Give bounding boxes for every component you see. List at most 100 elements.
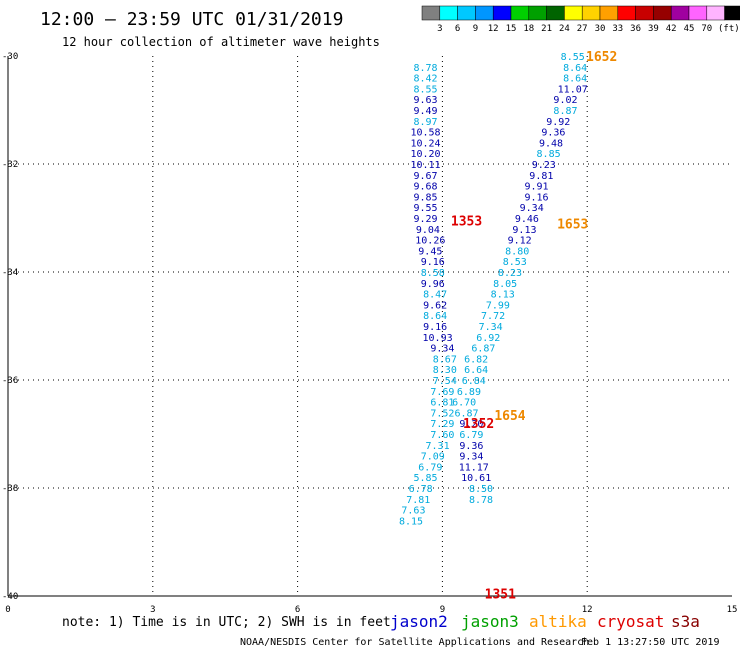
wave-height-value: 8.64 (563, 74, 587, 85)
wave-height-value: 9.46 (515, 214, 539, 225)
scale-swatch (439, 5, 458, 21)
axis-ticks: 0 3 6 9 12 15 -30 -32 -34 -36 -38 -40 (2, 52, 737, 615)
wave-height-value: 9.36 (541, 128, 565, 139)
wave-height-value: 11.07 (558, 84, 588, 95)
wave-height-value: 7.69 (430, 387, 454, 398)
wave-height-value: 7.63 (401, 506, 425, 517)
wave-height-value: 6.79 (459, 430, 483, 441)
scale-swatch (653, 5, 672, 21)
wave-height-value: 10.26 (415, 236, 445, 247)
scale-swatch (617, 5, 636, 21)
wave-height-value: 10.93 (423, 333, 453, 344)
pass-time-label: 1652 (586, 50, 617, 65)
wave-height-value: 6.82 (464, 354, 488, 365)
color-scale: 3 6 9 12 15 18 21 24 27 30 33 36 39 42 45 70 (421, 5, 740, 34)
y-tick-label: -30 (2, 52, 18, 62)
wave-height-value: 8.97 (413, 117, 437, 128)
x-tick-label: 0 (5, 605, 10, 615)
wave-height-value: 9.23 (532, 160, 556, 171)
chart-title: 12:00 – 23:59 UTC 01/31/2019 (40, 9, 343, 30)
scale-swatch (457, 5, 476, 21)
scale-label: 30 (595, 24, 606, 34)
scale-swatch (492, 5, 512, 21)
wave-height-value: 6.70 (452, 398, 476, 409)
wave-height-value: 9.16 (524, 192, 548, 203)
wave-height-value: 6.92 (476, 333, 500, 344)
wave-height-value: 9.81 (529, 171, 553, 182)
wave-height-value: 8.23 (498, 268, 522, 279)
scale-swatch (724, 5, 740, 21)
wave-height-value: 9.85 (413, 192, 437, 203)
wave-height-value: 9.55 (413, 203, 437, 214)
wave-height-value: 10.58 (410, 128, 440, 139)
scale-label: 21 (541, 24, 552, 34)
x-tick-label: 3 (150, 605, 155, 615)
satellite-legend: jason2 jason3 altika cryosat s3a (390, 612, 700, 631)
scale-label: 3 (437, 24, 442, 34)
wave-height-value: 8.42 (413, 74, 437, 85)
chart-subtitle: 12 hour collection of altimeter wave hei… (62, 35, 380, 49)
wave-height-value: 7.52 (430, 408, 454, 419)
scale-label: 12 (488, 24, 499, 34)
wave-height-value: 8.58 (421, 268, 445, 279)
wave-height-value: 8.64 (423, 311, 447, 322)
wave-height-labels: 8.788.428.559.639.498.9710.5810.2410.201… (399, 52, 588, 527)
wave-height-value: 9.36 (459, 441, 483, 452)
y-tick-label: -32 (2, 160, 18, 170)
wave-height-value: 5.85 (413, 473, 437, 484)
pass-time-label: 1654 (494, 409, 525, 424)
scale-swatch (635, 5, 654, 21)
scale-swatch (510, 5, 530, 21)
wave-height-value: 7.54 (433, 376, 457, 387)
wave-height-value: 9.29 (413, 214, 437, 225)
wave-height-value: 9.91 (524, 182, 548, 193)
legend-item: jason3 (461, 612, 519, 631)
wave-height-value: 8.55 (413, 84, 437, 95)
wave-height-value: 8.85 (537, 149, 561, 160)
wave-height-value: 9.49 (413, 106, 437, 117)
wave-height-value: 8.78 (413, 63, 437, 74)
footer-credit: NOAA/NESDIS Center for Satellite Applica… (240, 637, 589, 648)
wave-height-value: 9.63 (413, 95, 437, 106)
x-tick-label: 9 (440, 605, 445, 615)
scale-label: 27 (577, 24, 588, 34)
scale-swatch (564, 5, 583, 21)
wave-height-value: 9.34 (430, 344, 454, 355)
scale-swatch (581, 5, 601, 21)
wave-height-value: 6.78 (409, 484, 433, 495)
scale-swatch (528, 5, 547, 21)
scale-swatch (670, 5, 690, 21)
wave-height-value: 9.02 (553, 95, 577, 106)
wave-height-value: 7.72 (481, 311, 505, 322)
pass-time-label: 1352 (463, 417, 494, 432)
wave-height-value: 10.61 (461, 473, 491, 484)
wave-height-value: 8.30 (433, 365, 457, 376)
wave-height-value: 8.78 (469, 495, 493, 506)
wave-height-value: 6.87 (471, 344, 495, 355)
wave-height-value: 9.16 (423, 322, 447, 333)
scale-label: 45 (684, 24, 695, 34)
x-tick-label: 15 (727, 605, 738, 615)
scale-label: 9 (473, 24, 478, 34)
wave-height-value: 7.31 (426, 441, 450, 452)
wave-height-value: 8.13 (491, 290, 515, 301)
wave-height-value: 10.11 (410, 160, 440, 171)
wave-height-value: 9.34 (520, 203, 544, 214)
scale-label: 36 (630, 24, 641, 34)
pass-time-labels: 1652 1653 1654 1353 1352 1351 (451, 50, 617, 602)
wave-height-value: 8.50 (469, 484, 493, 495)
wave-height-value: 7.60 (430, 430, 454, 441)
scale-label: 18 (523, 24, 534, 34)
wave-height-value: 9.13 (512, 225, 536, 236)
wave-height-value: 6.79 (418, 462, 442, 473)
scale-swatch (421, 5, 441, 21)
wave-height-value: 9.92 (546, 117, 570, 128)
scale-label: 33 (612, 24, 623, 34)
wave-height-value: 7.81 (406, 495, 430, 506)
y-tick-label: -40 (2, 592, 18, 602)
wave-height-value: 9.45 (418, 246, 442, 257)
wave-height-value: 8.53 (503, 257, 527, 268)
y-tick-label: -36 (2, 376, 18, 386)
scale-swatch (688, 5, 708, 21)
